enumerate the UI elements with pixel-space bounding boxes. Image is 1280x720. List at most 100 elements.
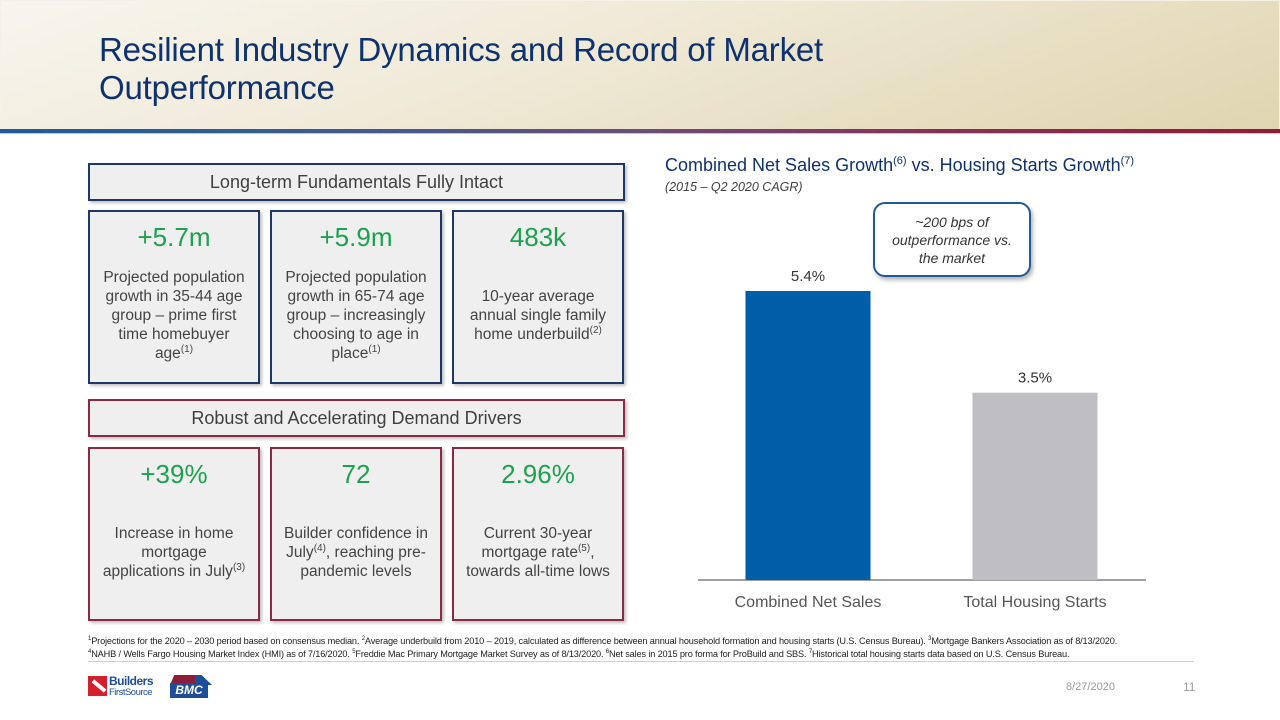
- stat-value: +39%: [140, 459, 208, 489]
- stat-card-underbuild: 483k 10-year average annual single famil…: [452, 210, 624, 384]
- footnote-number: 1: [88, 635, 92, 642]
- footnote-line: 4NAHB / Wells Fargo Housing Market Index…: [88, 648, 1198, 661]
- page-number: 11: [1183, 680, 1196, 694]
- footnote-number: 3: [928, 635, 932, 642]
- desc-line: ,: [590, 544, 595, 561]
- footnote-text: Average underbuild from 2010 – 2019, cal…: [364, 636, 929, 646]
- bar-combined-net-sales: [745, 291, 871, 580]
- slide-header: Resilient Industry Dynamics and Record o…: [0, 0, 1280, 130]
- desc-line: Builder confidence in: [284, 525, 428, 542]
- desc-line: , reaching pre-: [325, 544, 426, 561]
- footnote-number: 7: [808, 648, 813, 655]
- footnote-text: Net sales in 2015 pro forma for ProBuild…: [608, 649, 809, 659]
- desc-line: 10-year average: [481, 288, 595, 305]
- stat-value: 72: [341, 459, 371, 489]
- bfs-logo-text: Builders: [109, 674, 154, 688]
- desc-line: choosing to age in: [293, 326, 419, 343]
- stat-description: 10-year average annual single family hom…: [460, 287, 616, 344]
- builders-firstsource-logo: Builders FirstSource: [88, 674, 158, 699]
- category-label: Combined Net Sales: [735, 594, 882, 611]
- outperformance-callout: ~200 bps of outperformance vs. the marke…: [873, 202, 1031, 277]
- data-label: 5.4%: [791, 268, 825, 285]
- chart-title: Combined Net Sales Growth(6) vs. Housing…: [665, 155, 1134, 176]
- desc-line: applications in July: [102, 563, 233, 580]
- desc-line: group – increasingly: [286, 307, 426, 324]
- footnote-ref: (7): [1120, 155, 1135, 167]
- callout-line: outperformance vs.: [892, 231, 1012, 248]
- footnote-number: 6: [605, 648, 609, 655]
- footnote-text: Projections for the 2020 – 2030 period b…: [91, 636, 362, 646]
- footnote-number: 5: [352, 648, 356, 655]
- desc-line: mortgage: [141, 544, 207, 561]
- stat-card-mortgage-rate: 2.96% Current 30-year mortgage rate(5), …: [452, 447, 624, 621]
- footnote-ref: (1): [368, 343, 381, 355]
- data-label: 3.5%: [1018, 370, 1052, 387]
- desc-line: Current 30-year: [483, 525, 593, 542]
- chart-title-part: Combined Net Sales Growth: [665, 155, 894, 175]
- chart-subtitle: (2015 – Q2 2020 CAGR): [665, 180, 803, 194]
- slide-title-line1: Resilient Industry Dynamics and Record o…: [99, 31, 824, 68]
- stat-card-population-35-44: +5.7m Projected population growth in 35-…: [88, 210, 260, 384]
- demand-drivers-heading: Robust and Accelerating Demand Drivers: [191, 407, 522, 428]
- bar-total-housing-starts: [972, 392, 1098, 580]
- desc-line: mortgage rate: [481, 544, 578, 561]
- footnote-ref: (3): [232, 561, 246, 573]
- fundamentals-banner: Long-term Fundamentals Fully Intact: [88, 163, 625, 201]
- desc-line: towards all-time lows: [466, 563, 610, 580]
- footnote-number: 2: [361, 635, 365, 642]
- footnote-text: Historical total housing starts data bas…: [812, 649, 1070, 659]
- footnote-ref: (2): [589, 324, 602, 336]
- footnotes: 1Projections for the 2020 – 2030 period …: [88, 635, 1198, 661]
- bfs-logo-subtext: FirstSource: [109, 687, 153, 698]
- desc-line: July: [286, 544, 314, 561]
- bar-chart: 5.4% Combined Net Sales 3.5% Total Housing …: [698, 268, 1146, 611]
- footnote-line: 1Projections for the 2020 – 2030 period …: [88, 635, 1198, 648]
- stat-value: 2.96%: [501, 459, 575, 489]
- desc-line: Projected population: [103, 269, 245, 286]
- stat-card-builder-confidence: 72 Builder confidence in July(4), reachi…: [270, 447, 442, 621]
- desc-line: place: [331, 345, 369, 362]
- footnote-text: NAHB / Wells Fargo Housing Market Index …: [91, 649, 353, 659]
- desc-line: annual single family: [469, 307, 607, 324]
- bfs-logo-icon: [88, 676, 107, 696]
- footnote-ref: (4): [313, 542, 326, 554]
- stat-description: Increase in home mortgage applications i…: [96, 524, 252, 581]
- stat-card-population-65-74: +5.9m Projected population growth in 65-…: [270, 210, 442, 384]
- stat-description: Projected population growth in 65-74 age…: [278, 268, 434, 363]
- bmc-roof-icon: [170, 675, 212, 685]
- desc-line: time homebuyer: [118, 326, 230, 343]
- callout-line: the market: [918, 249, 986, 266]
- footnote-text: Freddie Mac Primary Mortgage Market Surv…: [355, 649, 606, 659]
- fundamentals-heading: Long-term Fundamentals Fully Intact: [209, 171, 504, 192]
- footnote-ref: (6): [893, 155, 907, 167]
- stat-description: Current 30-year mortgage rate(5), toward…: [460, 524, 616, 581]
- stat-value: 483k: [509, 222, 567, 252]
- footer-divider: [88, 661, 1194, 662]
- desc-line: home underbuild: [474, 326, 590, 343]
- stat-value: +5.9m: [319, 222, 393, 252]
- demand-drivers-banner: Robust and Accelerating Demand Drivers: [88, 399, 625, 437]
- desc-line: growth in 35-44 age: [105, 288, 243, 305]
- stat-description: Projected population growth in 35-44 age…: [96, 268, 252, 363]
- desc-line: pandemic levels: [300, 563, 412, 580]
- slide-date: 8/27/2020: [1066, 681, 1115, 693]
- stat-card-mortgage-applications: +39% Increase in home mortgage applicati…: [88, 447, 260, 621]
- footnote-ref: (1): [180, 343, 194, 355]
- header-divider: [0, 129, 1280, 134]
- category-label: Total Housing Starts: [963, 594, 1106, 611]
- desc-line: growth in 65-74 age: [287, 288, 425, 305]
- desc-line: Increase in home: [114, 525, 234, 542]
- desc-line: group – prime first: [111, 307, 237, 324]
- stat-value: +5.7m: [137, 222, 211, 252]
- chart-title-part: vs. Housing Starts Growth: [906, 155, 1121, 175]
- desc-line: age: [154, 345, 181, 362]
- slide-title: Resilient Industry Dynamics and Record o…: [99, 31, 999, 107]
- callout-line: ~200 bps of: [915, 213, 989, 230]
- bmc-logo-text: BMC: [170, 683, 208, 698]
- footnote-text: Mortgage Bankers Association as of 8/13/…: [931, 636, 1118, 646]
- bmc-logo: BMC: [170, 675, 212, 699]
- footnote-number: 4: [88, 648, 92, 655]
- footnote-ref: (5): [577, 542, 591, 554]
- stat-description: Builder confidence in July(4), reaching …: [278, 524, 434, 581]
- desc-line: Projected population: [285, 269, 427, 286]
